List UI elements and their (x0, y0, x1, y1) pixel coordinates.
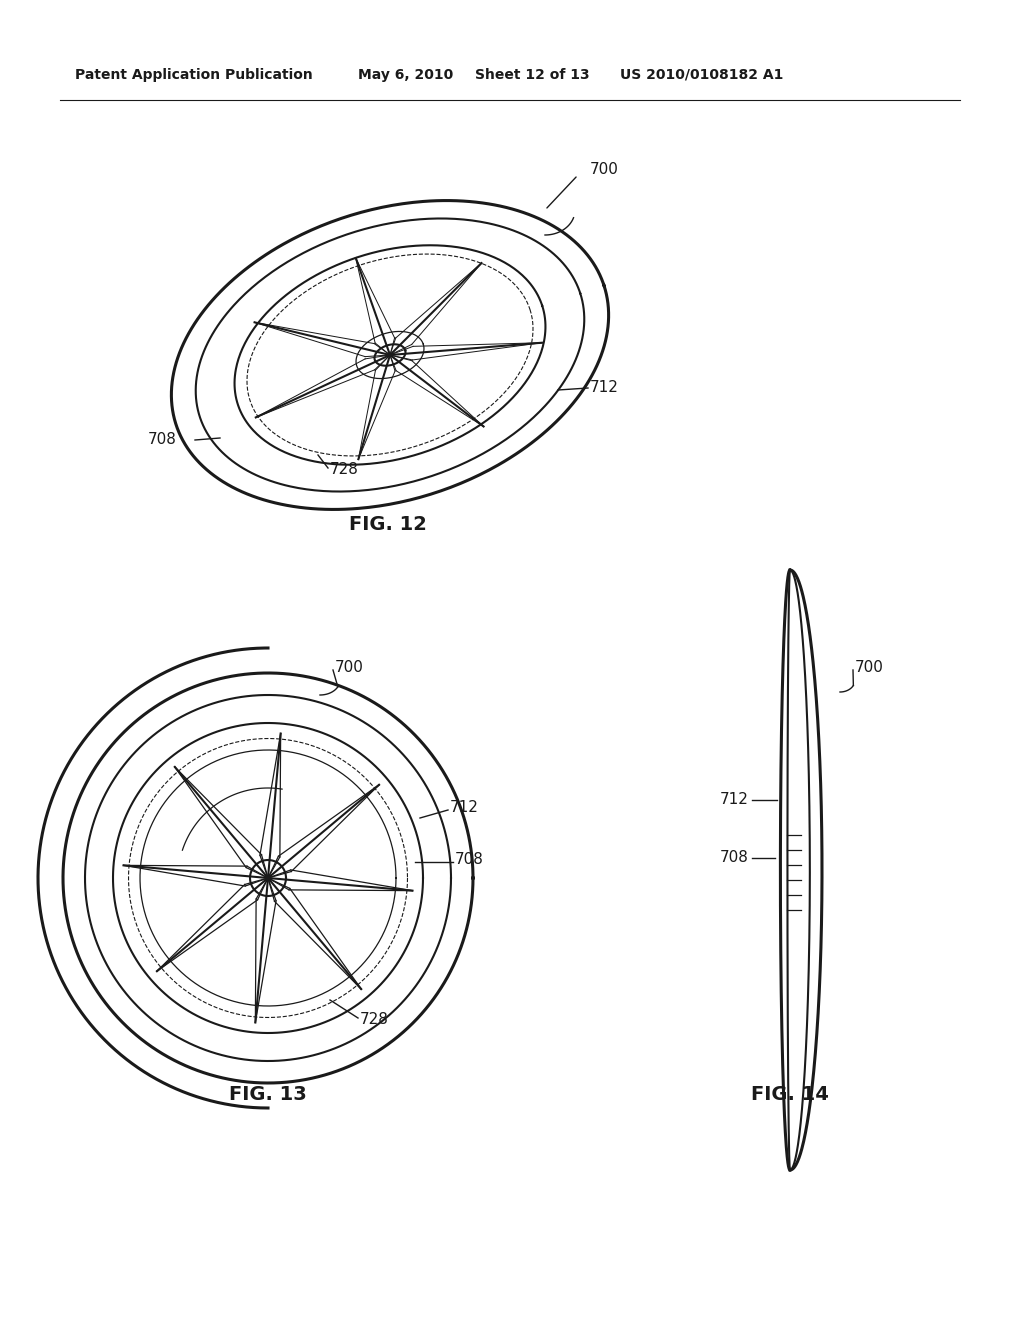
Text: May 6, 2010: May 6, 2010 (358, 69, 454, 82)
Text: FIG. 13: FIG. 13 (229, 1085, 307, 1105)
Text: Patent Application Publication: Patent Application Publication (75, 69, 312, 82)
Text: 712: 712 (450, 800, 479, 816)
Text: 700: 700 (335, 660, 364, 676)
Text: 728: 728 (330, 462, 358, 478)
Text: 712: 712 (720, 792, 749, 808)
Text: FIG. 12: FIG. 12 (349, 516, 427, 535)
Text: 708: 708 (455, 853, 484, 867)
Text: 708: 708 (148, 433, 177, 447)
Text: US 2010/0108182 A1: US 2010/0108182 A1 (620, 69, 783, 82)
Text: 728: 728 (360, 1012, 389, 1027)
Text: Sheet 12 of 13: Sheet 12 of 13 (475, 69, 590, 82)
Text: FIG. 14: FIG. 14 (751, 1085, 829, 1105)
Text: 700: 700 (855, 660, 884, 676)
Text: 712: 712 (590, 380, 618, 396)
Text: 700: 700 (590, 162, 618, 177)
Text: 708: 708 (720, 850, 749, 866)
